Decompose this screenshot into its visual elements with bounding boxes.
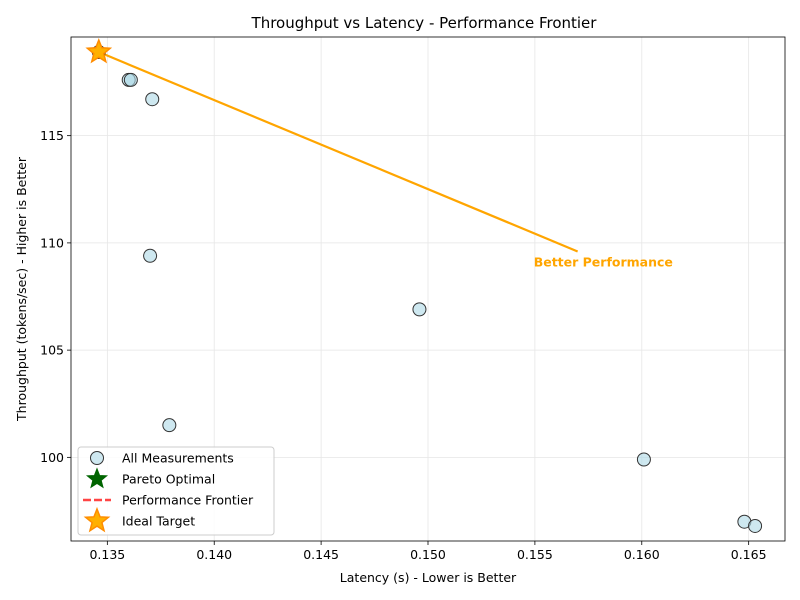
legend-label: All Measurements (122, 451, 234, 466)
x-tick-label: 0.145 (303, 547, 339, 562)
better-performance-arrow (98, 50, 579, 253)
x-tick-label: 0.150 (410, 547, 446, 562)
measurement-point (636, 452, 651, 467)
legend-marker-star (85, 467, 109, 489)
legend-box (77, 446, 275, 536)
grid (71, 37, 785, 541)
x-tick-label: 0.160 (624, 547, 660, 562)
legend-label: Performance Frontier (122, 493, 254, 508)
x-tick-label: 0.140 (196, 547, 232, 562)
measurement-point (145, 92, 160, 107)
data-points (85, 37, 763, 533)
measurement-point (143, 248, 158, 263)
y-tick-label: 115 (40, 128, 64, 143)
x-axis-label: Latency (s) - Lower is Better (340, 570, 517, 585)
y-tick-label: 100 (40, 450, 64, 465)
x-tick-label: 0.165 (731, 547, 767, 562)
measurement-point (123, 72, 138, 87)
x-tick-label: 0.135 (89, 547, 125, 562)
y-axis-label: Throughput (tokens/sec) - Higher is Bett… (14, 156, 29, 422)
y-tick-label: 110 (40, 235, 64, 250)
measurement-point (412, 302, 427, 317)
legend: All Measurements Pareto Optimal Performanc… (77, 446, 275, 536)
y-tick-label: 105 (40, 343, 64, 358)
chart-title: Throughput vs Latency - Performance Fron… (251, 14, 598, 32)
legend-marker-measurements (90, 451, 104, 465)
arrow-layer (98, 50, 579, 253)
x-tick-label: 0.155 (517, 547, 553, 562)
measurement-point (162, 418, 177, 433)
measurement-point (748, 518, 763, 533)
better-performance-annotation: Better Performance (534, 254, 673, 269)
legend-label: Pareto Optimal (122, 472, 215, 487)
legend-marker-star (83, 506, 111, 533)
ideal-target-star (85, 37, 113, 64)
legend-label: Ideal Target (122, 514, 195, 529)
axes: 0.135 0.140 0.145 0.150 0.155 0.160 0.165 100 10… (40, 36, 786, 562)
